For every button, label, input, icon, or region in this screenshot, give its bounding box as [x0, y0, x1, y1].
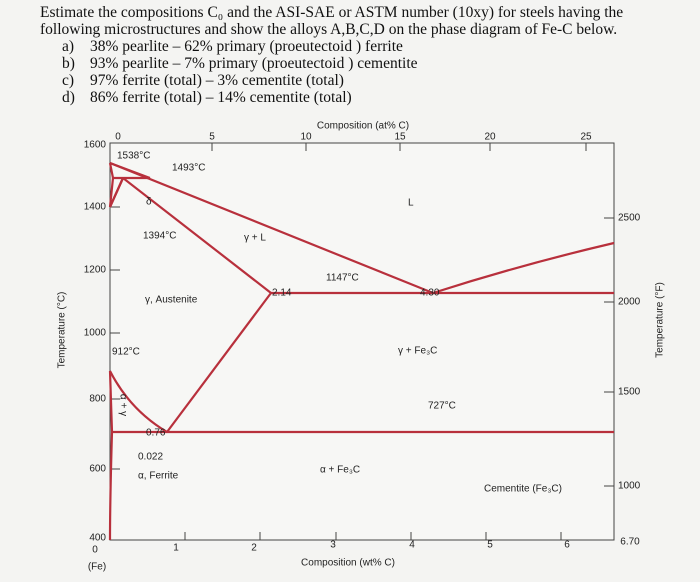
item-text: 38% pearlite – 62% primary (proeutectoid…	[90, 38, 403, 55]
question-text: Estimate the compositions C₀ and the ASI…	[40, 4, 624, 38]
region-label: 0.76	[146, 428, 166, 439]
region-label: γ, Austenite	[145, 295, 198, 306]
item-text: 86% ferrite (total) – 14% cementite (tot…	[90, 89, 352, 106]
item: a) 38% pearlite – 62% primary (proeutecto…	[40, 38, 680, 55]
top-tick-label: 10	[300, 132, 312, 143]
item: d) 86% ferrite (total) – 14% cementite (t…	[40, 89, 680, 106]
region-label: 4.30	[420, 288, 440, 299]
y-axis-title: Temperature (°C)	[57, 292, 68, 369]
top-tick-label: 25	[580, 132, 592, 143]
plot-frame	[109, 142, 615, 541]
top-axis-title: Composition (at% C)	[317, 121, 409, 132]
y-tick-label: 1000	[84, 328, 107, 339]
y2-axis-title: Temperature (°F)	[655, 282, 666, 358]
region-label: 912°C	[112, 347, 140, 358]
region-label: 1538°C	[117, 151, 150, 162]
y2-tick-label: 1500	[618, 387, 641, 398]
x-tick-label: 3	[330, 540, 336, 551]
item-text: 97% ferrite (total) – 3% cementite (tota…	[90, 72, 344, 89]
x-tick-label: 0	[92, 545, 98, 556]
y-tick-label: 1200	[84, 265, 107, 276]
y-tick-label: 1400	[84, 202, 107, 213]
y2-tick-label: 2000	[618, 297, 641, 308]
x-tick-label: 6	[564, 540, 570, 551]
x-tick-label: 5	[487, 540, 493, 551]
x-origin-note: (Fe)	[88, 562, 106, 573]
y2-tick-label: 2500	[618, 213, 641, 224]
x-tick-label: 1	[173, 543, 179, 554]
item-label: c)	[62, 72, 75, 89]
y-tick-label: 800	[89, 394, 106, 405]
item: b) 93% pearlite – 7% primary (proeutectoi…	[40, 55, 680, 72]
x-axis-title: Composition (wt% C)	[301, 558, 395, 569]
region-label: 1147°C	[326, 273, 359, 284]
x-tick-label: 2	[251, 543, 257, 554]
phase-boundaries	[108, 161, 615, 541]
region-label: L	[408, 198, 414, 209]
item-text: 93% pearlite – 7% primary (proeutectoid …	[90, 55, 418, 72]
top-tick-label: 5	[209, 132, 215, 143]
region-label: 1493°C	[172, 163, 205, 174]
x-tick-label: 4	[409, 540, 415, 551]
y-tick-label: 600	[89, 464, 106, 475]
top-tick-label: 0	[115, 132, 121, 143]
ticks	[110, 143, 614, 540]
region-label: 1394°C	[143, 231, 176, 242]
region-label: 2.14	[272, 288, 292, 299]
item: c) 97% ferrite (total) – 3% cementite (to…	[40, 72, 680, 89]
region-label: 0.022	[138, 452, 163, 463]
region-label: α + γ	[117, 394, 128, 416]
region-label: γ + Fe₃C	[398, 346, 437, 357]
region-label: γ + L	[244, 233, 266, 244]
x-tick-label: 6.70	[620, 537, 640, 548]
region-label: α, Ferrite	[138, 471, 179, 482]
question: Estimate the compositions C₀ and the ASI…	[40, 4, 680, 106]
y2-tick-label: 1000	[618, 481, 641, 492]
region-label: δ	[146, 197, 152, 208]
top-tick-label: 15	[394, 132, 406, 143]
region-label: 727°C	[428, 401, 456, 412]
item-label: a)	[62, 38, 75, 55]
item-label: b)	[62, 55, 75, 72]
item-label: d)	[62, 89, 75, 106]
top-tick-label: 20	[484, 132, 496, 143]
y-tick-label: 1600	[84, 140, 107, 151]
region-label: α + Fe₃C	[320, 465, 360, 476]
y-tick-label: 400	[89, 533, 106, 544]
region-label: Cementite (Fe₃C)	[484, 484, 562, 495]
